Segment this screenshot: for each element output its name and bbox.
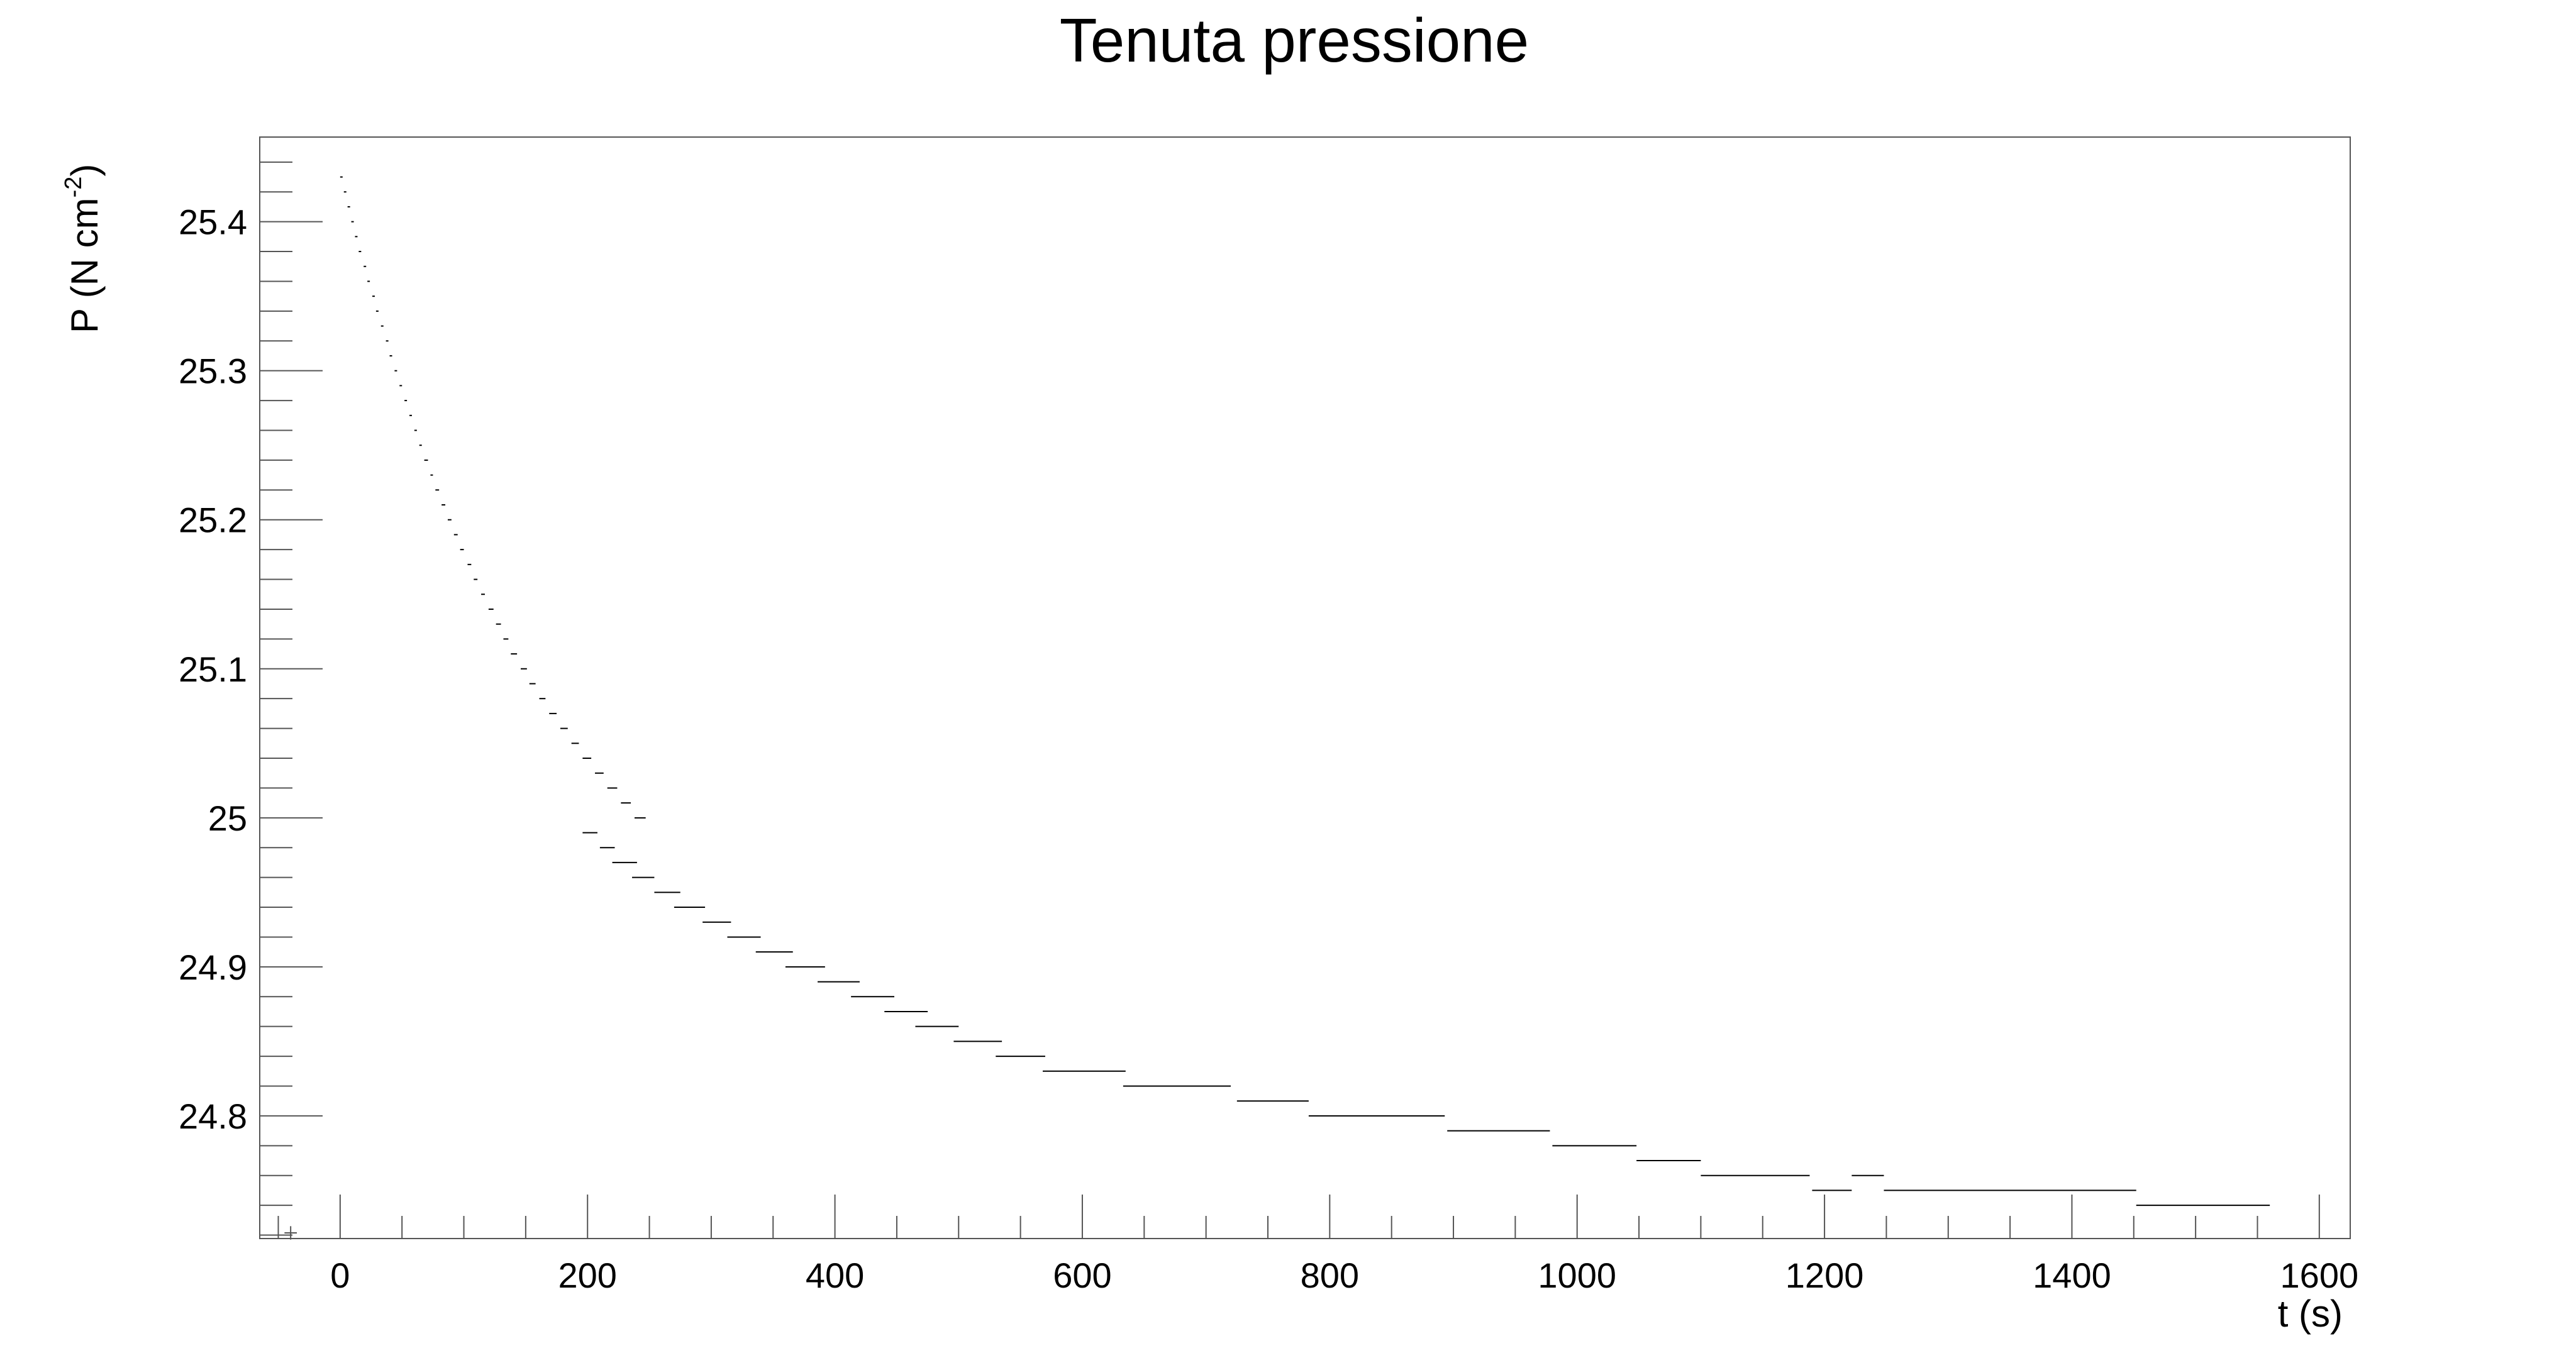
x-tick-label: 1600: [2280, 1256, 2359, 1295]
y-tick-label: 25.4: [179, 202, 247, 242]
x-tick-label: 1400: [2033, 1256, 2111, 1295]
x-tick-label: 0: [330, 1256, 350, 1295]
chart-title: Tenuta pressione: [1060, 6, 1529, 75]
x-tick-label: 400: [806, 1256, 864, 1295]
x-tick-label: 200: [558, 1256, 617, 1295]
x-tick-label: 1000: [1538, 1256, 1616, 1295]
y-tick-label: 25.1: [179, 649, 247, 689]
y-axis-title-main: P (N cm: [64, 197, 106, 333]
y-tick-label: 24.9: [179, 947, 247, 987]
y-tick-label: 24.8: [179, 1096, 247, 1136]
x-tick-label: 800: [1301, 1256, 1359, 1295]
plot-frame: [259, 136, 2351, 1239]
data-series: [340, 176, 2270, 1206]
y-tick-label: 25.3: [179, 351, 247, 391]
y-axis: 24.8 24.9 25 25.1 25.2 25.3 25.4: [179, 161, 323, 1240]
x-tick-label: 1200: [1785, 1256, 1864, 1295]
y-tick-label: 25.2: [179, 500, 247, 540]
y-axis-title: P (N cm-2): [60, 164, 106, 333]
x-axis-title: t (s): [2278, 1293, 2343, 1335]
x-axis: 0 200 400 600 800 1000 1200 1400 1600: [277, 1195, 2359, 1295]
y-axis-title-close: ): [64, 164, 106, 177]
plot-area: 0 200 400 600 800 1000 1200 1400 1600 24.8 24.9 25…: [179, 136, 2359, 1295]
x-tick-label: 600: [1053, 1256, 1111, 1295]
y-axis-title-superscript: -2: [60, 177, 87, 198]
y-tick-label: 25: [208, 798, 247, 838]
